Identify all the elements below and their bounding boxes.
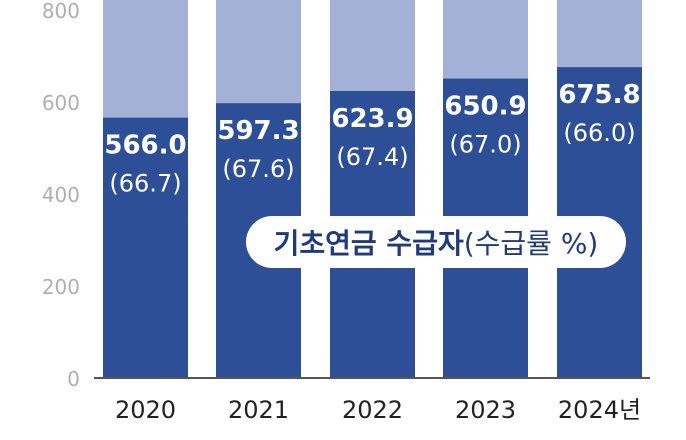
bar-rate-label: (67.6) bbox=[222, 155, 294, 183]
y-tick-label: 600 bbox=[42, 91, 80, 115]
legend-pill: 기초연금 수급자 (수급률 %) bbox=[246, 216, 626, 268]
bar-value-label: 650.9 bbox=[444, 92, 526, 122]
x-category-label: 2020 bbox=[115, 396, 176, 424]
bar-value-label: 675.8 bbox=[558, 80, 640, 110]
y-tick-label: 400 bbox=[42, 183, 80, 207]
x-category-label: 2023 bbox=[455, 396, 516, 424]
bar-rate-label: (66.7) bbox=[109, 170, 181, 198]
bar-value-label: 566.0 bbox=[104, 131, 186, 161]
bar-value-label: 623.9 bbox=[331, 104, 413, 134]
bar-value-label: 597.3 bbox=[217, 116, 299, 146]
x-category-label: 2024년 bbox=[558, 396, 641, 424]
x-category-label: 2021 bbox=[228, 396, 289, 424]
bar-rate-label: (67.4) bbox=[336, 143, 408, 171]
bar bbox=[103, 117, 188, 378]
legend-sub-label: (수급률 %) bbox=[463, 227, 599, 260]
x-category-label: 2022 bbox=[342, 396, 403, 424]
y-tick-label: 200 bbox=[42, 275, 80, 299]
y-tick-label: 0 bbox=[67, 367, 80, 391]
bar-rate-label: (66.0) bbox=[563, 119, 635, 147]
legend-main-label: 기초연금 수급자 bbox=[273, 227, 464, 260]
bar-rate-label: (67.0) bbox=[449, 131, 521, 159]
y-tick-label: 800 bbox=[42, 0, 80, 23]
